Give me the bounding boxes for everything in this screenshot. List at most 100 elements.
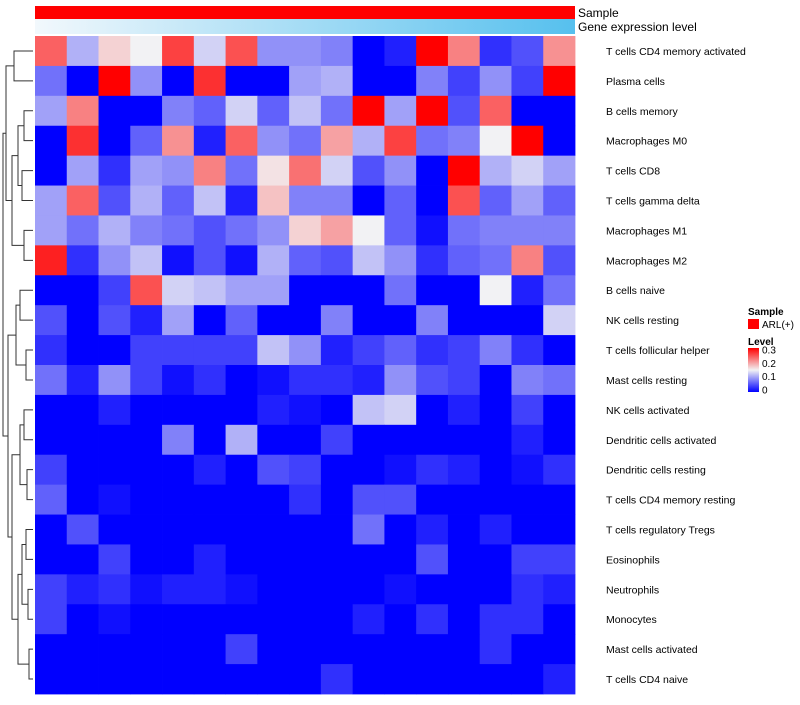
heatmap-cell (447, 305, 481, 336)
heatmap-cell (352, 514, 385, 545)
heatmap-cell (66, 36, 99, 67)
heatmap-cell (511, 574, 544, 605)
heatmap-cell (416, 245, 449, 276)
heatmap-cell (162, 424, 195, 456)
heatmap-cell (479, 664, 512, 695)
heatmap-cell (289, 245, 322, 276)
heatmap-cell (479, 215, 512, 246)
row-label: T cells follicular helper (606, 345, 710, 357)
heatmap-cell (35, 514, 68, 545)
heatmap-cell (320, 335, 354, 366)
heatmap-cell (320, 424, 354, 456)
heatmap-cell (130, 544, 163, 575)
heatmap-cell (257, 664, 290, 695)
heatmap-cell (511, 125, 544, 157)
heatmap-cell (352, 275, 385, 306)
heatmap-cell (511, 155, 544, 186)
heatmap-cell (193, 664, 226, 695)
heatmap-cell (320, 664, 354, 695)
heatmap-cell (479, 634, 512, 665)
heatmap-cell (320, 514, 354, 545)
heatmap-cell (193, 484, 226, 515)
heatmap-cell (447, 574, 481, 605)
heatmap-cell (35, 365, 68, 396)
heatmap-cell (543, 65, 576, 97)
heatmap-cell (320, 604, 354, 635)
heatmap-cell (193, 275, 226, 306)
heatmap-cell (447, 65, 481, 97)
heatmap-cell (193, 544, 226, 575)
heatmap-cell (511, 604, 544, 635)
heatmap-cell (35, 185, 68, 216)
heatmap-cell (447, 454, 481, 486)
dendrogram-branch (11, 454, 20, 620)
heatmap-cell (543, 95, 576, 127)
heatmap-cell (479, 394, 512, 426)
heatmap-cell (543, 155, 576, 186)
row-label: T cells regulatory Tregs (606, 525, 715, 537)
heatmap-cell (225, 185, 258, 216)
heatmap-cell (511, 215, 544, 246)
heatmap-cell (289, 215, 322, 246)
heatmap-cell (66, 634, 99, 665)
heatmap-cell (193, 634, 226, 665)
heatmap-cell (257, 365, 290, 396)
row-dendrogram (2, 50, 33, 680)
heatmap-cell (130, 394, 163, 426)
heatmap-cell (130, 484, 163, 515)
heatmap-cell (416, 95, 449, 127)
heatmap-cell (289, 664, 322, 695)
heatmap-cell (257, 275, 290, 306)
heatmap-cell (384, 215, 417, 246)
heatmap-cell (257, 574, 290, 605)
heatmap-cell (66, 424, 99, 456)
heatmap-cell (98, 65, 131, 97)
dendrogram-branch (15, 304, 26, 366)
heatmap-cell (511, 484, 544, 515)
heatmap-cell (225, 95, 258, 127)
heatmap-cell (447, 155, 481, 186)
row-label: T cells CD4 naive (606, 674, 688, 686)
heatmap-cell (352, 36, 385, 67)
heatmap-cell (416, 634, 449, 665)
heatmap-cell (35, 634, 68, 665)
heatmap-cell (479, 36, 512, 67)
heatmap-cell (66, 514, 99, 545)
heatmap-cell (320, 125, 354, 157)
heatmap-cell (66, 574, 99, 605)
heatmap-cell (289, 424, 322, 456)
sample-legend-entry: ARL(+) (762, 320, 794, 331)
heatmap-cell (225, 394, 258, 426)
level-legend-title: Level (748, 337, 774, 348)
heatmap-cell (289, 365, 322, 396)
heatmap-cell (352, 155, 385, 186)
heatmap-cell (447, 484, 481, 515)
heatmap-cell (511, 65, 544, 97)
heatmap-cell (352, 365, 385, 396)
heatmap-cell (98, 634, 131, 665)
heatmap-cell (98, 185, 131, 216)
row-label: T cells CD8 (606, 166, 660, 178)
heatmap-cell (511, 305, 544, 336)
heatmap-cell (66, 335, 99, 366)
heatmap-cell (193, 125, 226, 157)
heatmap-cell (479, 484, 512, 515)
level-legend-colorbar (748, 348, 759, 392)
heatmap-cell (289, 125, 322, 157)
heatmap-cell (130, 155, 163, 186)
heatmap-cell (66, 484, 99, 515)
heatmap-cell (289, 95, 322, 127)
heatmap-cell (35, 454, 68, 486)
heatmap-cell (511, 185, 544, 216)
heatmap-cell (511, 394, 544, 426)
heatmap-cell (257, 454, 290, 486)
heatmap-cell (384, 305, 417, 336)
heatmap-cell (193, 95, 226, 127)
heatmap-cell (162, 544, 195, 575)
heatmap-cell (225, 245, 258, 276)
heatmap-cell (193, 454, 226, 486)
heatmap-cell (35, 544, 68, 575)
heatmap-cell (98, 514, 131, 545)
heatmap-cell (130, 664, 163, 695)
